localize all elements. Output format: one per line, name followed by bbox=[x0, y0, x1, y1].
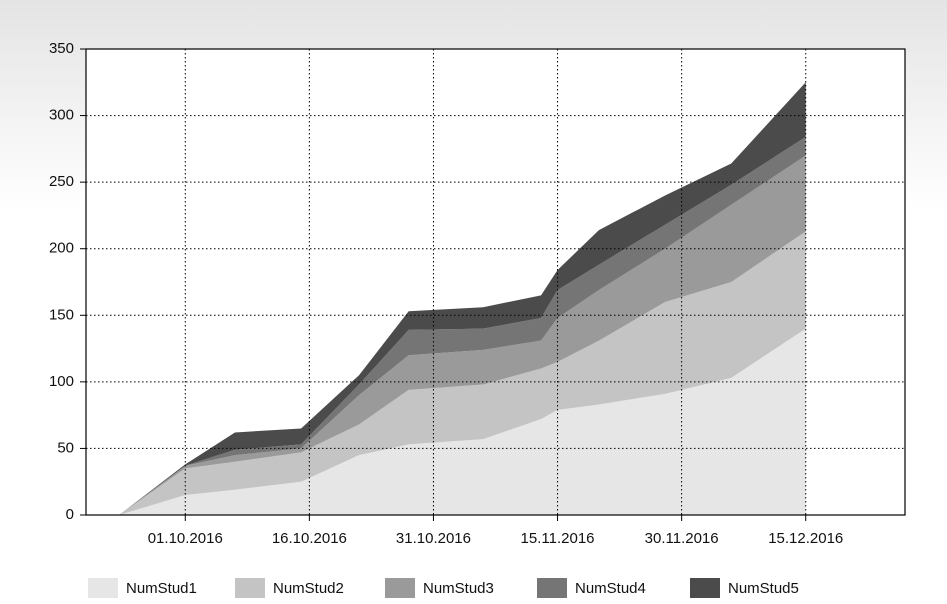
areas bbox=[119, 82, 806, 516]
legend-swatch bbox=[537, 578, 567, 598]
y-tick-label: 200 bbox=[49, 240, 74, 257]
y-tick-label: 350 bbox=[49, 40, 74, 57]
y-tick-label: 150 bbox=[49, 306, 74, 323]
x-tick-label: 30.11.2016 bbox=[645, 530, 719, 547]
x-tick-label: 01.10.2016 bbox=[148, 530, 223, 547]
area bbox=[119, 328, 806, 515]
grid bbox=[86, 48, 905, 516]
y-tick-label: 300 bbox=[49, 107, 74, 124]
x-tick-label: 16.10.2016 bbox=[272, 530, 347, 547]
y-tick-label: 0 bbox=[66, 506, 74, 523]
y-tick-label: 50 bbox=[57, 439, 74, 456]
legend-label: NumStud3 bbox=[423, 580, 494, 597]
y-tick-label: 100 bbox=[49, 373, 74, 390]
legend-swatch bbox=[385, 578, 415, 598]
area bbox=[119, 231, 806, 516]
legend-swatch bbox=[235, 578, 265, 598]
legend-label: NumStud5 bbox=[728, 580, 799, 597]
x-tick-label: 31.10.2016 bbox=[396, 530, 471, 547]
x-tick-label: 15.11.2016 bbox=[521, 530, 595, 547]
legend-label: NumStud4 bbox=[575, 580, 646, 597]
legend-swatch bbox=[88, 578, 118, 598]
x-tick-label: 15.12.2016 bbox=[768, 530, 843, 547]
legend-label: NumStud1 bbox=[126, 580, 197, 597]
legend-label: NumStud2 bbox=[273, 580, 344, 597]
legend-swatch bbox=[690, 578, 720, 598]
plot-border bbox=[85, 48, 906, 516]
y-tick-label: 250 bbox=[49, 173, 74, 190]
